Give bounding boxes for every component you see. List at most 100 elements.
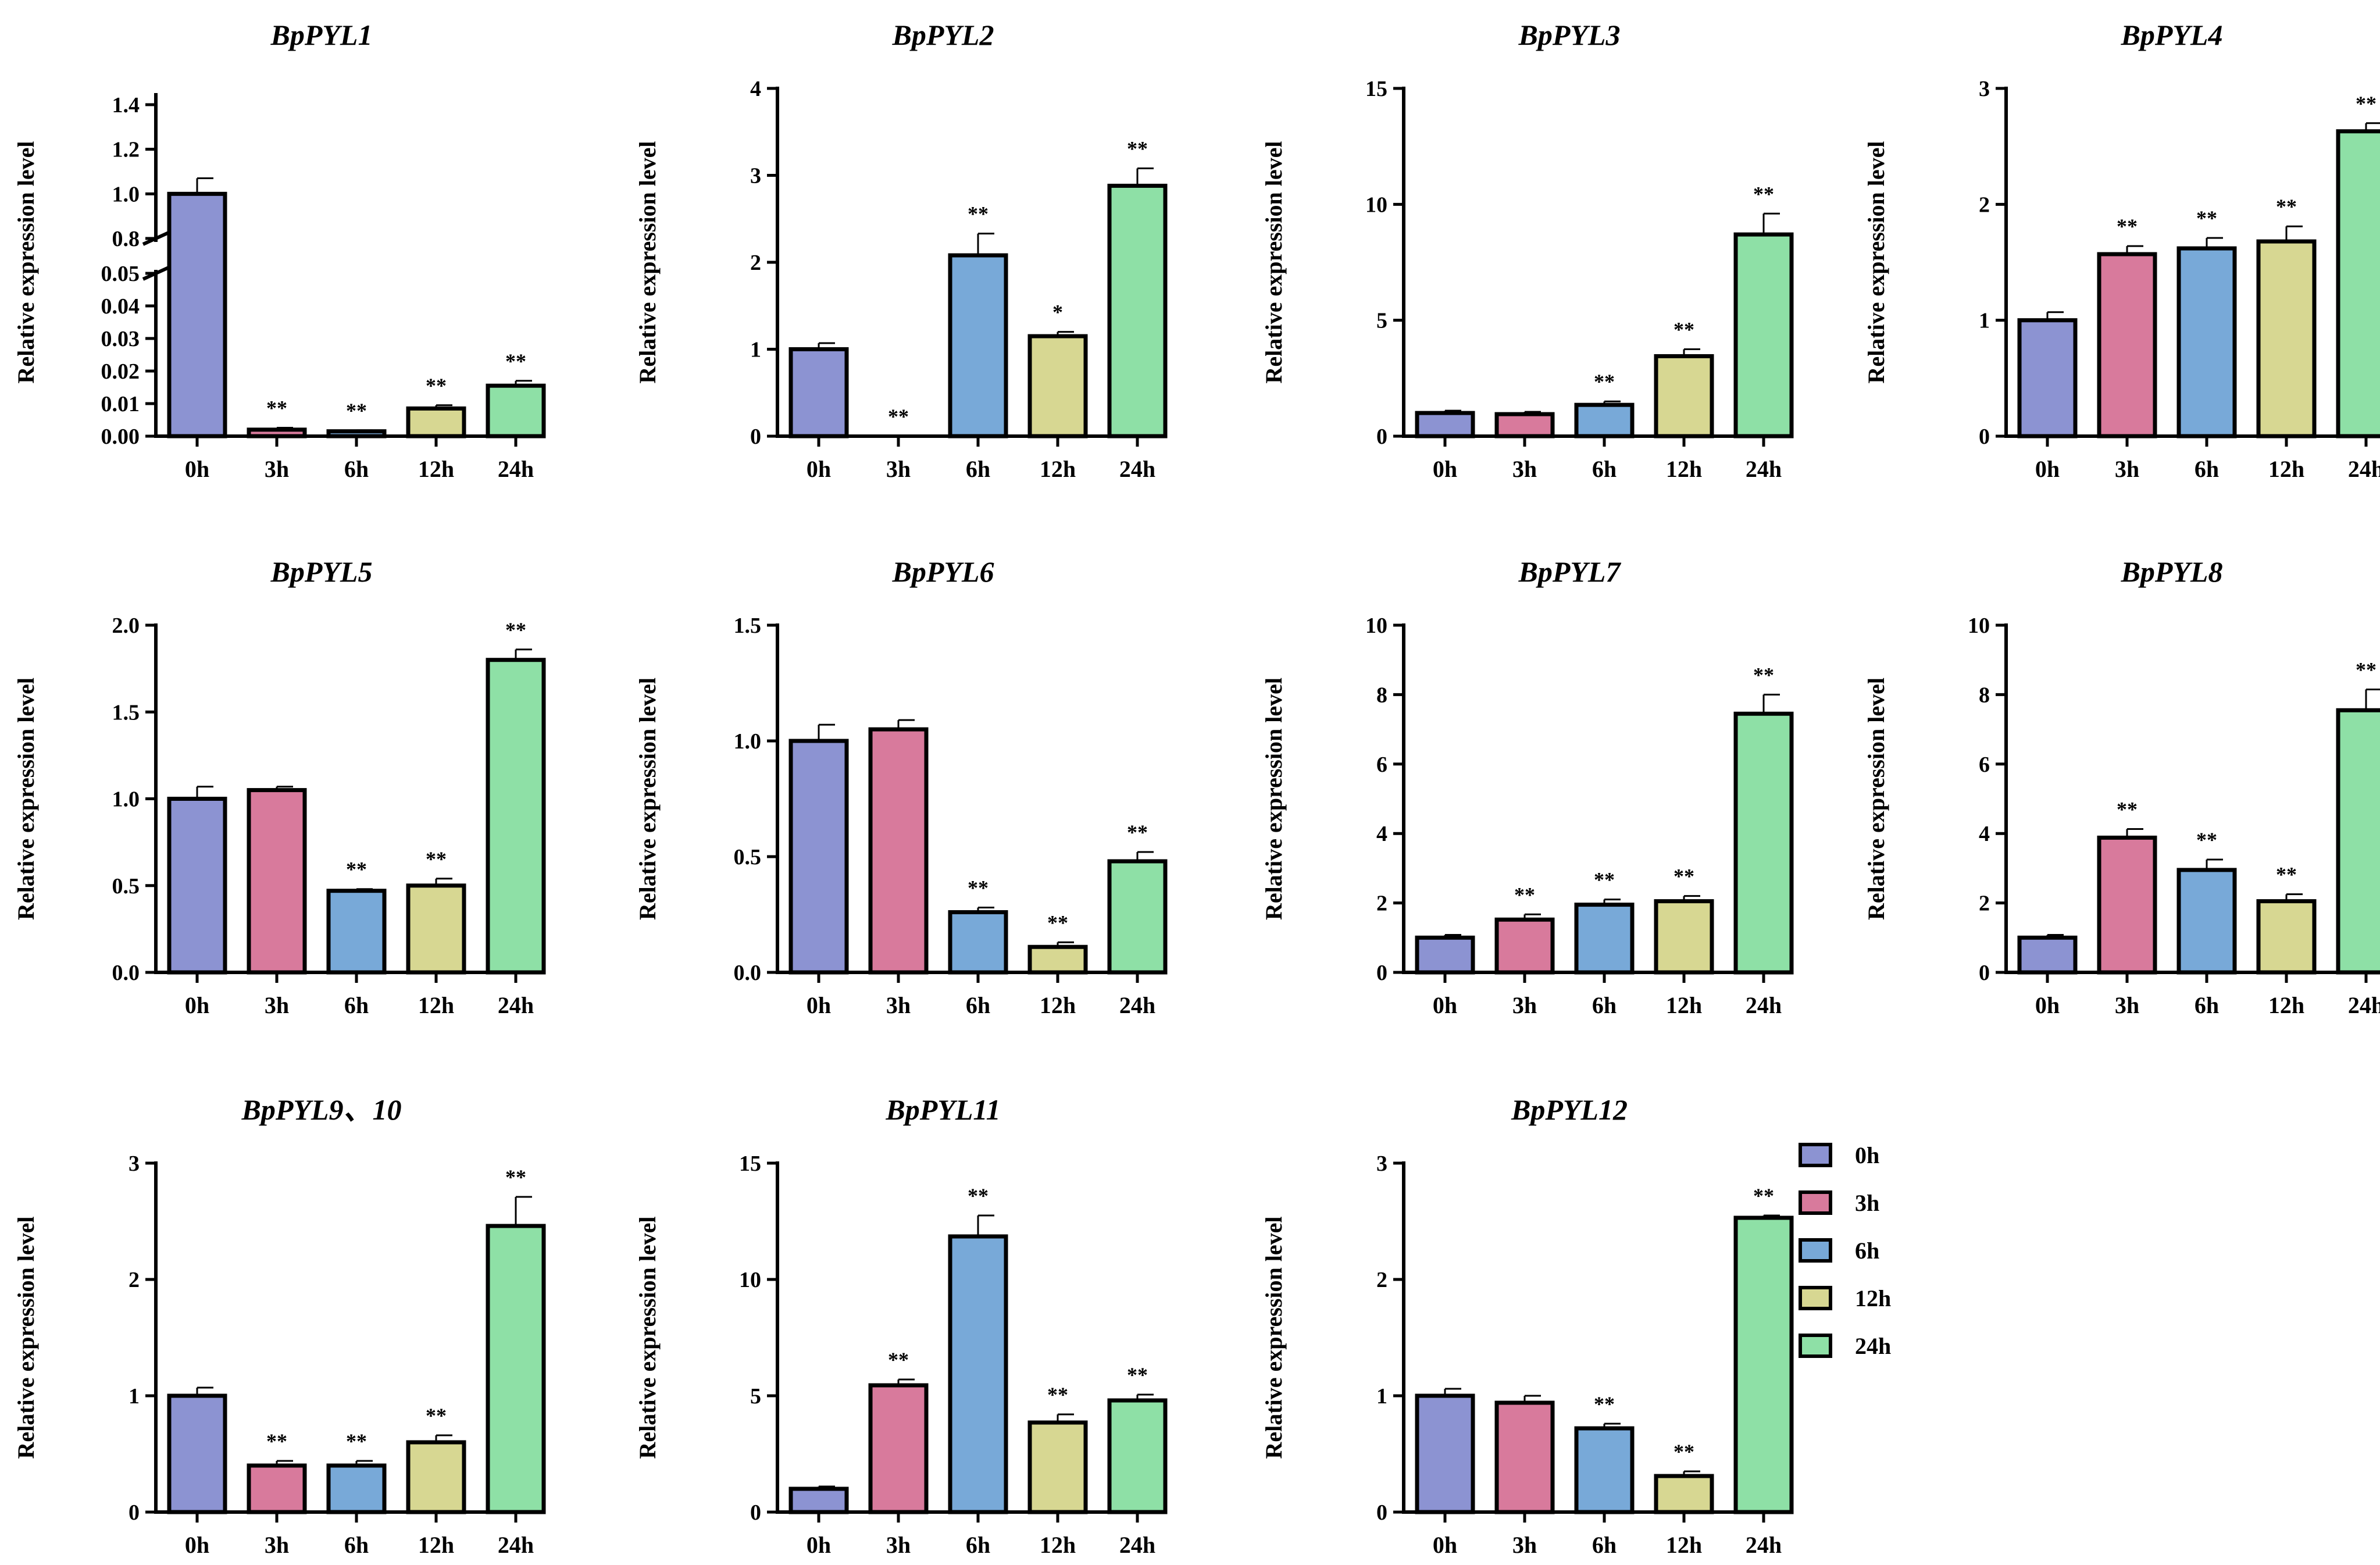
significance-marker: ** [888, 1348, 909, 1371]
y-axis-label: Relative expression level [13, 141, 39, 384]
x-tick-label: 0h [1433, 1532, 1457, 1558]
x-tick-label: 0h [185, 456, 209, 482]
x-tick-label: 0h [185, 992, 209, 1018]
x-tick-label: 6h [966, 992, 990, 1018]
x-tick-label: 24h [1746, 456, 1782, 482]
y-tick-label: 0 [750, 1500, 761, 1525]
bar-24h [486, 1224, 546, 1514]
y-tick-label: 1 [750, 338, 761, 362]
bar-3h [2097, 252, 2157, 439]
chart-panel: BpPYL8 Relative expression level 0 2 4 6 8 10 0h… [1863, 555, 2380, 1018]
y-tick-label: 1.0 [734, 729, 762, 754]
significance-marker: ** [2356, 92, 2377, 115]
x-tick-label: 3h [886, 1532, 911, 1558]
bar-3h [1494, 412, 1555, 439]
chart-title: BpPYL8 [2121, 555, 2223, 588]
y-tick-label: 0.0 [734, 961, 762, 985]
bar-24h [1733, 232, 1794, 439]
bar-24h [1107, 859, 1168, 975]
bar-24h [1733, 1215, 1794, 1514]
bar-3h [868, 727, 929, 975]
x-tick-label: 24h [1119, 1532, 1155, 1558]
x-tick-label: 12h [2268, 992, 2304, 1018]
chart-title: BpPYL7 [1518, 555, 1622, 588]
legend: 0h 3h 6h 12h 24h [1799, 1142, 1891, 1359]
y-tick-label: 6 [1979, 753, 1990, 777]
x-tick-label: 12h [1040, 456, 1076, 482]
bar-12h [1654, 899, 1714, 975]
bar-24h [2336, 708, 2380, 975]
bar-24h [1107, 1398, 1168, 1514]
legend-label: 0h [1855, 1142, 1879, 1168]
bar-0h [167, 797, 227, 975]
bar-24h [2336, 129, 2380, 439]
y-axis-label: Relative expression level [1261, 1217, 1287, 1459]
significance-marker: ** [968, 202, 989, 226]
x-tick-label: 3h [265, 1532, 289, 1558]
y-tick-label: 0.04 [101, 294, 140, 319]
bar-3h [247, 1463, 307, 1514]
x-tick-label: 12h [418, 992, 454, 1018]
y-tick-label: 2 [1376, 1268, 1387, 1292]
bar-6h [2176, 246, 2237, 439]
x-tick-label: 0h [1433, 992, 1457, 1018]
significance-marker: ** [266, 1429, 287, 1453]
bar-0h [788, 739, 849, 975]
x-tick-label: 0h [807, 1532, 831, 1558]
y-tick-label: 0 [1376, 961, 1387, 985]
bar-0h [167, 191, 227, 439]
significance-marker: ** [968, 1184, 989, 1207]
significance-marker: ** [2356, 658, 2377, 681]
significance-marker: ** [1674, 865, 1694, 888]
x-tick-label: 24h [498, 992, 534, 1018]
y-axis-label: Relative expression level [1863, 141, 1889, 384]
significance-marker: ** [2117, 215, 2138, 238]
bar-3h [247, 427, 307, 439]
legend-label: 3h [1855, 1190, 1879, 1216]
chart-panel: BpPYL7 Relative expression level 0 2 4 6 8 10 0h… [1261, 555, 1794, 1018]
significance-marker: ** [1047, 1383, 1068, 1406]
x-tick-label: 3h [2115, 456, 2139, 482]
x-tick-label: 0h [1433, 456, 1457, 482]
y-tick-label: 2 [129, 1268, 140, 1292]
bar-12h [1654, 1474, 1714, 1514]
y-tick-label: 3 [750, 164, 761, 188]
significance-marker: ** [426, 1404, 447, 1427]
x-tick-label: 3h [1512, 992, 1537, 1018]
bar-3h [868, 1383, 929, 1514]
y-tick-label: 0 [1979, 961, 1990, 985]
bar-0h [1415, 935, 1475, 975]
y-tick-label: 2 [1979, 192, 1990, 217]
y-tick-label: 0 [1376, 1500, 1387, 1525]
bar-12h [406, 883, 466, 975]
legend-label: 12h [1855, 1285, 1891, 1311]
y-tick-label: 3 [129, 1152, 140, 1176]
x-tick-label: 6h [1592, 456, 1617, 482]
bar-12h [2256, 239, 2317, 439]
bar-0h [788, 347, 849, 439]
significance-marker: ** [346, 858, 367, 881]
x-tick-label: 24h [498, 1532, 534, 1558]
x-tick-label: 12h [418, 456, 454, 482]
y-tick-label: 10 [1968, 614, 1990, 638]
x-tick-label: 3h [886, 456, 911, 482]
y-tick-label: 2 [750, 251, 761, 275]
x-tick-label: 12h [1666, 1532, 1702, 1558]
x-tick-label: 0h [2035, 456, 2060, 482]
bar-12h [1654, 354, 1714, 439]
chart-title: BpPYL2 [892, 19, 994, 51]
x-tick-label: 6h [344, 1532, 369, 1558]
x-tick-label: 24h [2348, 456, 2380, 482]
y-tick-label: 15 [1365, 77, 1387, 101]
chart-panel: BpPYL11 Relative expression level 0 5 10 15 0h… [634, 1093, 1168, 1558]
y-tick-label: 1.0 [112, 787, 140, 812]
y-tick-label: 4 [1979, 822, 1990, 846]
chart-panel: BpPYL1 Relative expression level 0.00 0.01 0… [13, 19, 546, 482]
y-tick-label: 2 [1979, 892, 1990, 916]
bar-0h [167, 1393, 227, 1514]
y-axis-label: Relative expression level [1261, 678, 1287, 920]
chart-panel: BpPYL5 Relative expression level 0.0 0.5 1.0… [13, 555, 546, 1018]
x-tick-label: 3h [886, 992, 911, 1018]
bar-12h [1027, 334, 1088, 439]
y-axis-label: Relative expression level [1863, 678, 1889, 920]
